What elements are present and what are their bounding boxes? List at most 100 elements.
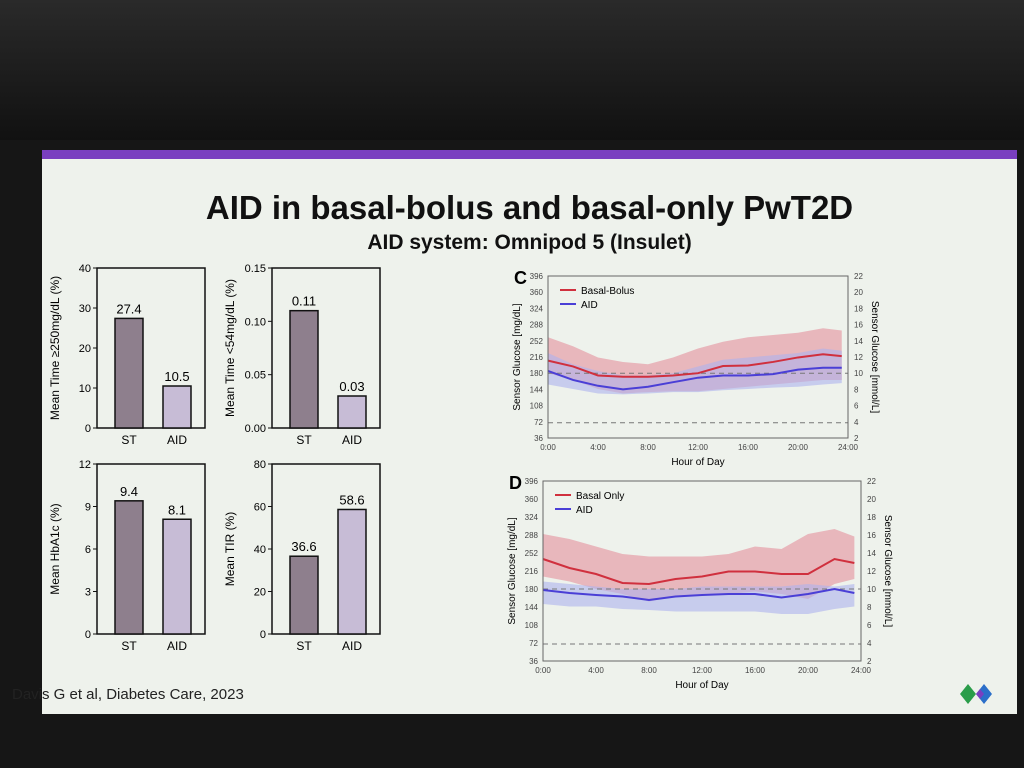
legend-label: AID bbox=[576, 505, 593, 516]
y-tick-label: 20 bbox=[254, 587, 266, 599]
data-label: 58.6 bbox=[339, 492, 364, 507]
x-tick-label: 4:00 bbox=[588, 666, 604, 675]
y2-tick-label: 20 bbox=[867, 495, 876, 504]
y-tick-label: 396 bbox=[525, 477, 539, 486]
y-tick-label: 0.10 bbox=[245, 316, 266, 328]
y2-tick-label: 14 bbox=[867, 549, 876, 558]
y-tick-label: 288 bbox=[530, 321, 544, 330]
x-tick-label: AID bbox=[167, 639, 187, 653]
bar-st bbox=[289, 555, 319, 635]
series-line-0 bbox=[547, 353, 842, 378]
y-tick-label: 30 bbox=[79, 303, 91, 315]
bar-st bbox=[114, 500, 144, 635]
y-tick-label: 36 bbox=[534, 434, 543, 443]
x-tick-label: 0:00 bbox=[540, 443, 556, 452]
x-tick-label: ST bbox=[296, 639, 312, 653]
bar-aid bbox=[337, 508, 367, 635]
slide-subtitle: AID system: Omnipod 5 (Insulet) bbox=[367, 231, 692, 254]
y-tick-label: 144 bbox=[525, 603, 539, 612]
y2-axis-label: Sensor Glucose [mmol/L] bbox=[869, 301, 880, 413]
y-tick-label: 72 bbox=[534, 418, 543, 427]
x-tick-label: 20:00 bbox=[788, 443, 809, 452]
x-tick-label: 8:00 bbox=[640, 443, 656, 452]
series-line-1 bbox=[542, 587, 855, 602]
y-tick-label: 396 bbox=[530, 272, 544, 281]
y2-tick-label: 6 bbox=[867, 621, 872, 630]
y-tick-label: 0 bbox=[260, 629, 266, 641]
data-label: 36.6 bbox=[291, 539, 316, 554]
x-tick-label: ST bbox=[121, 639, 137, 653]
y2-tick-label: 22 bbox=[854, 272, 863, 281]
x-axis-label: Hour of Day bbox=[671, 457, 724, 468]
y-tick-label: 0 bbox=[85, 629, 91, 641]
x-tick-label: 16:00 bbox=[745, 666, 766, 675]
data-label: 0.11 bbox=[292, 294, 316, 309]
y-tick-label: 0.05 bbox=[245, 370, 266, 382]
y-tick-label: 40 bbox=[254, 544, 266, 556]
y2-tick-label: 10 bbox=[854, 369, 863, 378]
x-tick-label: 24:00 bbox=[851, 666, 872, 675]
y2-tick-label: 8 bbox=[867, 603, 872, 612]
y-axis-label: Mean Time <54mg/dL (%) bbox=[223, 279, 237, 417]
panel-letter: C bbox=[514, 268, 527, 288]
data-label: 8.1 bbox=[168, 502, 186, 517]
x-tick-label: 0:00 bbox=[535, 666, 551, 675]
y-tick-label: 72 bbox=[529, 639, 538, 648]
x-tick-label: AID bbox=[342, 433, 362, 447]
y-tick-label: 9 bbox=[85, 502, 91, 514]
data-label: 0.03 bbox=[339, 379, 364, 394]
y-tick-label: 60 bbox=[254, 502, 266, 514]
y-tick-label: 252 bbox=[525, 549, 539, 558]
legend-label: Basal-Bolus bbox=[581, 286, 634, 297]
x-tick-label: AID bbox=[342, 639, 362, 653]
y-tick-label: 360 bbox=[530, 288, 544, 297]
ceiling-background bbox=[0, 0, 1024, 140]
y-axis-label: Sensor Glucose [mg/dL] bbox=[512, 303, 523, 410]
y-tick-label: 144 bbox=[530, 385, 544, 394]
y2-tick-label: 2 bbox=[867, 657, 872, 666]
y-axis-label: Mean Time ≥250mg/dL (%) bbox=[48, 276, 62, 420]
x-tick-label: 16:00 bbox=[738, 443, 759, 452]
y-tick-label: 360 bbox=[525, 495, 539, 504]
y-tick-label: 10 bbox=[79, 383, 91, 395]
y-axis-label: Sensor Glucose [mg/dL] bbox=[507, 517, 518, 624]
bar-st bbox=[289, 309, 319, 429]
y-tick-label: 324 bbox=[530, 304, 544, 313]
y2-tick-label: 2 bbox=[854, 434, 859, 443]
bar-st bbox=[114, 317, 144, 429]
logo-icon bbox=[960, 684, 992, 704]
x-tick-label: 20:00 bbox=[798, 666, 819, 675]
bar-aid bbox=[162, 518, 192, 635]
data-label: 9.4 bbox=[120, 484, 138, 499]
y-tick-label: 3 bbox=[85, 587, 91, 599]
y-tick-label: 0.15 bbox=[245, 263, 266, 275]
y-tick-label: 216 bbox=[525, 567, 539, 576]
x-tick-label: 24:00 bbox=[838, 443, 859, 452]
y-tick-label: 216 bbox=[530, 353, 544, 362]
bar-aid bbox=[337, 395, 367, 429]
x-tick-label: 8:00 bbox=[641, 666, 657, 675]
y-tick-label: 180 bbox=[530, 369, 544, 378]
y-axis-label: Mean TIR (%) bbox=[223, 512, 237, 586]
x-tick-label: 12:00 bbox=[688, 443, 709, 452]
y-tick-label: 6 bbox=[85, 544, 91, 556]
y-tick-label: 324 bbox=[525, 513, 539, 522]
data-label: 10.5 bbox=[164, 369, 189, 384]
y2-axis-label: Sensor Glucose [mmol/L] bbox=[882, 515, 893, 627]
y-tick-label: 180 bbox=[525, 585, 539, 594]
y2-tick-label: 8 bbox=[854, 385, 859, 394]
y-tick-label: 80 bbox=[254, 459, 266, 471]
y-tick-label: 40 bbox=[79, 263, 91, 275]
confidence-band-1 bbox=[548, 348, 842, 395]
y-tick-label: 0.00 bbox=[245, 423, 266, 435]
y2-tick-label: 10 bbox=[867, 585, 876, 594]
legend-label: Basal Only bbox=[576, 491, 624, 502]
y-tick-label: 36 bbox=[529, 657, 538, 666]
y2-tick-label: 14 bbox=[854, 337, 863, 346]
plot-frame bbox=[542, 480, 862, 662]
y-axis-label: Mean HbA1c (%) bbox=[48, 503, 62, 594]
y2-tick-label: 12 bbox=[854, 353, 863, 362]
y2-tick-label: 22 bbox=[867, 477, 876, 486]
y2-tick-label: 20 bbox=[854, 288, 863, 297]
